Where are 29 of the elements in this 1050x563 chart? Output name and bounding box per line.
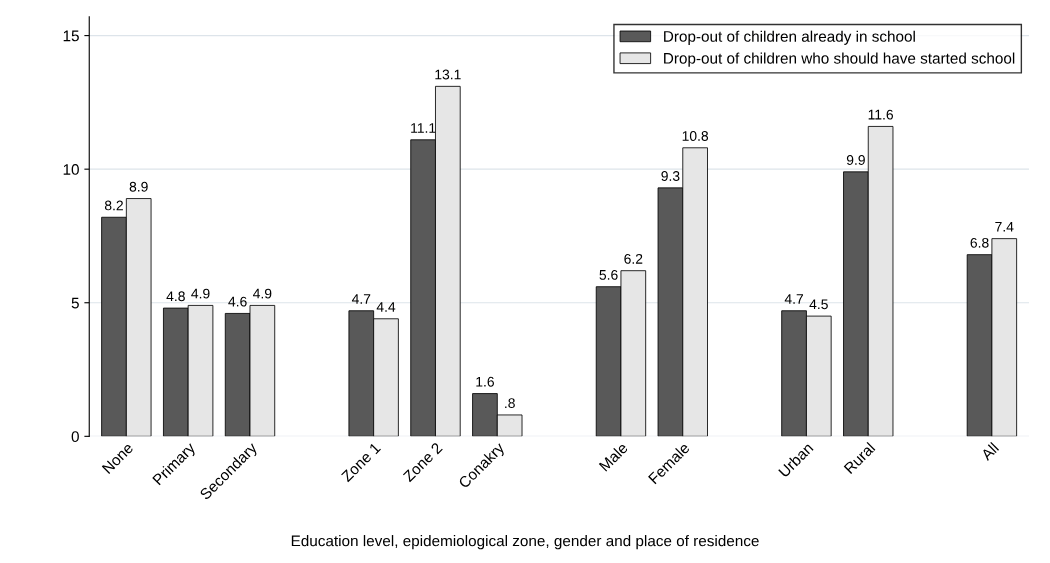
data-label: 5.6 bbox=[599, 269, 618, 280]
data-label: 8.9 bbox=[129, 181, 148, 192]
y-tick-label: 15 bbox=[63, 30, 79, 42]
data-label: 4.8 bbox=[166, 291, 185, 302]
data-label: 4.7 bbox=[351, 294, 371, 304]
data-label: 4.7 bbox=[784, 294, 804, 304]
data-label: 4.9 bbox=[191, 288, 210, 299]
data-label: 11.6 bbox=[868, 109, 894, 120]
x-tick-label: All bbox=[979, 441, 1000, 461]
data-label: 6.2 bbox=[624, 253, 643, 264]
y-tick-label: 5 bbox=[71, 297, 79, 309]
data-label: 10.8 bbox=[682, 131, 709, 141]
data-label: 4.6 bbox=[228, 296, 247, 307]
data-label: 13.1 bbox=[435, 69, 461, 80]
data-label: 1.6 bbox=[476, 376, 494, 387]
data-label: 4.5 bbox=[809, 299, 828, 310]
data-label: 4.4 bbox=[376, 302, 396, 312]
y-tick-label: 0 bbox=[71, 431, 79, 443]
data-label: 6.8 bbox=[970, 237, 989, 248]
data-label: 4.9 bbox=[253, 288, 272, 299]
y-tick-label: 10 bbox=[63, 164, 79, 175]
legend-label: Drop-out of children already in school bbox=[664, 30, 915, 45]
data-label: 9.3 bbox=[661, 171, 680, 181]
data-label: 7.4 bbox=[995, 222, 1014, 232]
data-label: 9.9 bbox=[846, 155, 865, 165]
data-label: .8 bbox=[505, 398, 515, 409]
data-label: 8.2 bbox=[104, 200, 123, 211]
x-axis-title: Education level, epidemiological zone, gender and place of residence bbox=[291, 535, 759, 550]
legend-label: Drop-out of children who should have started school bbox=[664, 52, 1015, 67]
